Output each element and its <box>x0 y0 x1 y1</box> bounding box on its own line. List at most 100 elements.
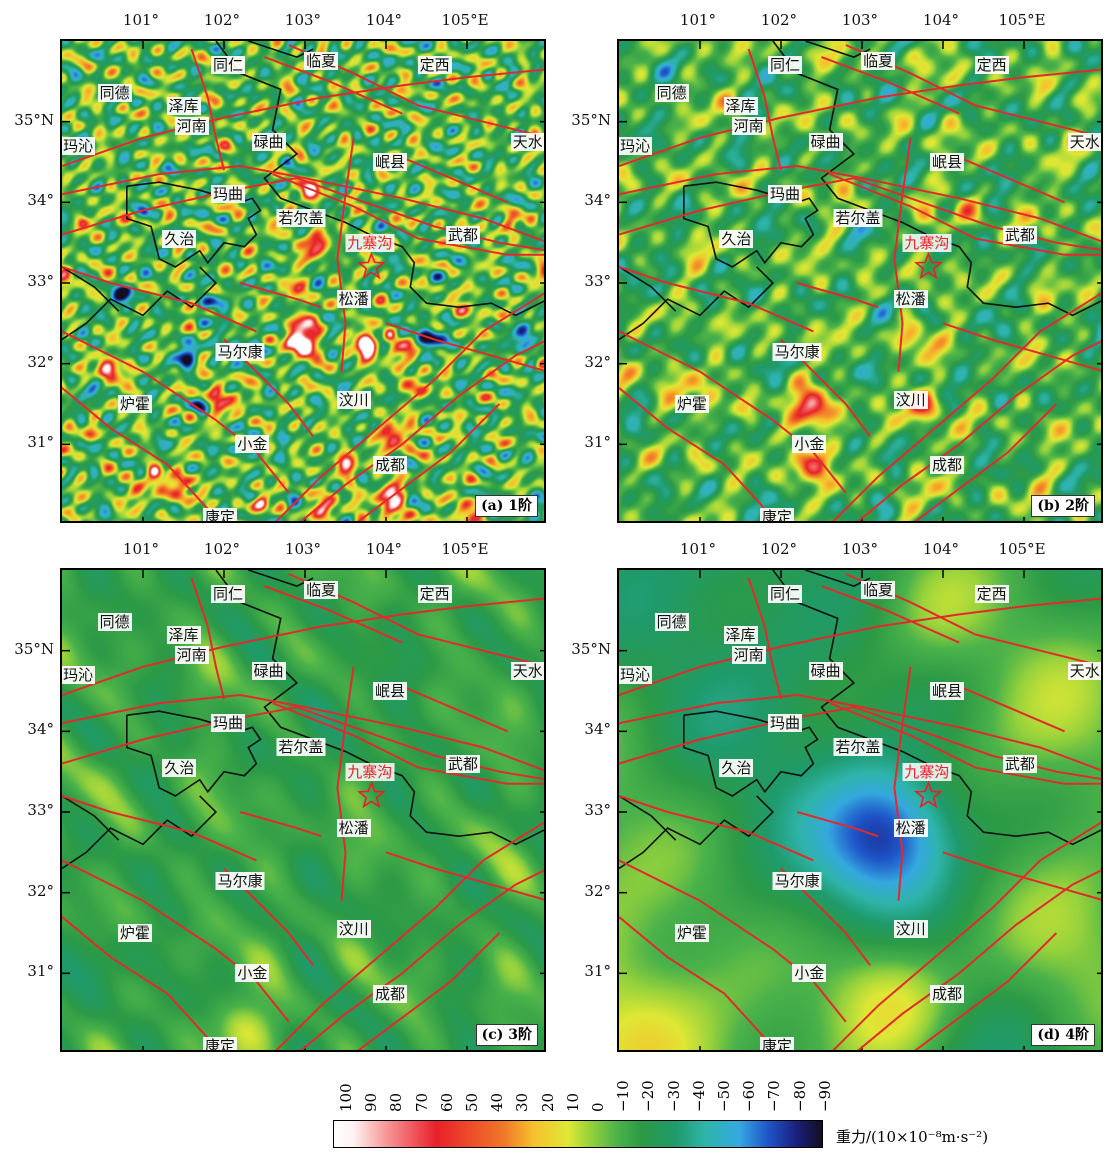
fault-line <box>914 932 1058 1050</box>
fault-line <box>62 597 544 696</box>
lon-label: 102° <box>203 11 241 29</box>
province-boundary <box>248 570 314 587</box>
city-label-linxia: 临夏 <box>861 581 896 600</box>
fault-line <box>393 152 508 204</box>
city-label-dingxi: 定西 <box>417 56 452 75</box>
fault-line <box>62 330 290 494</box>
fault-line <box>914 403 1058 521</box>
map-frame: 同德 泽库 河南 同仁 临夏 定西 玛沁 碌曲 岷县 天水 玛曲 若尔盖 武都 九寨沟 久治 松潘 马尔康 炉霍 汶… <box>60 39 546 523</box>
lat-label: 31° <box>584 962 611 981</box>
fault-line <box>821 56 960 115</box>
city-label-henan: 河南 <box>731 116 766 135</box>
city-label-linxia: 临夏 <box>304 581 339 600</box>
epicenter-star-icon <box>913 780 943 809</box>
city-label-kangding: 康定 <box>759 507 794 521</box>
city-label-songpan: 松潘 <box>893 290 928 309</box>
city-label-wenchuan: 汶川 <box>336 919 371 938</box>
fault-line <box>385 322 544 372</box>
fault-line <box>385 851 544 901</box>
colorbar-tick-label: 10 <box>563 1092 582 1112</box>
fault-line <box>619 164 1101 243</box>
map-overlay <box>619 41 1101 521</box>
city-label-wudu: 武都 <box>445 225 480 244</box>
lat-label: 35°N <box>571 639 611 658</box>
lat-label: 33° <box>27 801 54 819</box>
city-label-tongren: 同仁 <box>211 585 246 604</box>
province-boundary <box>619 795 677 841</box>
map-frame: 同德 泽库 河南 同仁 临夏 定西 玛沁 碌曲 岷县 天水 玛曲 若尔盖 武都 九寨沟 久治 松潘 马尔康 炉霍 汶… <box>617 568 1103 1052</box>
fault-line <box>829 173 1101 256</box>
city-label-henan: 河南 <box>174 645 209 664</box>
city-label-linxia: 临夏 <box>304 52 339 71</box>
city-label-xiaojin: 小金 <box>792 435 827 454</box>
city-label-maqu: 玛曲 <box>768 714 803 733</box>
fault-line <box>336 137 355 372</box>
lat-label: 35°N <box>14 639 54 658</box>
lat-label: 34° <box>27 191 54 210</box>
province-boundary <box>772 570 1101 846</box>
city-label-maqin: 玛沁 <box>62 665 96 684</box>
city-label-henan: 河南 <box>731 645 766 664</box>
city-label-dingxi: 定西 <box>974 56 1009 75</box>
colorbar-tick-label: 100 <box>337 1083 355 1112</box>
city-label-tongren: 同仁 <box>768 585 803 604</box>
lat-label: 34° <box>584 720 611 739</box>
lon-label: 105°E <box>998 540 1046 558</box>
province-boundary <box>248 41 314 58</box>
lat-label: 35°N <box>14 110 54 129</box>
lon-label: 104° <box>922 11 960 29</box>
province-boundary <box>619 266 677 312</box>
fault-line <box>619 706 1101 781</box>
city-label-tongren: 同仁 <box>211 56 246 75</box>
fault-line <box>62 164 544 243</box>
city-label-zeku: 泽库 <box>166 96 201 115</box>
lat-label: 32° <box>584 881 611 900</box>
city-label-songpan: 松潘 <box>336 290 371 309</box>
city-label-maqu: 玛曲 <box>211 714 246 733</box>
city-label-maqin: 玛沁 <box>62 136 96 155</box>
colorbar-tick-label: −10 <box>614 1080 633 1112</box>
fault-line <box>832 821 1101 1050</box>
city-label-wudu: 武都 <box>1002 754 1037 773</box>
lat-label: 31° <box>27 433 54 452</box>
city-label-minxian: 岷县 <box>373 682 408 700</box>
fault-line <box>62 794 257 862</box>
gravity-field <box>619 570 1101 1050</box>
fault-line <box>275 821 544 1050</box>
colorbar-tick-label: −50 <box>715 1080 733 1112</box>
fault-line <box>619 68 1101 167</box>
map-overlay <box>62 41 544 521</box>
fault-line <box>619 794 814 862</box>
colorbar-tick-label: 60 <box>437 1092 456 1112</box>
fault-line <box>796 282 879 309</box>
province-boundary <box>62 266 120 312</box>
map-frame: 同德 泽库 河南 同仁 临夏 定西 玛沁 碌曲 岷县 天水 玛曲 若尔盖 武都 九寨沟 久治 松潘 马尔康 炉霍 汶… <box>617 39 1103 523</box>
colorbar-tick-label: 90 <box>362 1092 381 1112</box>
city-label-jiuzhaigou: 九寨沟 <box>345 762 395 781</box>
fault-line <box>239 282 322 309</box>
map-overlay <box>62 570 544 1050</box>
fault-line <box>272 702 544 785</box>
lon-label: 105°E <box>441 540 489 558</box>
panel-tag: (b) 2阶 <box>1031 495 1095 517</box>
fault-line <box>950 152 1065 204</box>
city-label-tianshui: 天水 <box>1067 132 1101 151</box>
city-label-tianshui: 天水 <box>510 132 544 151</box>
city-label-xiaojin: 小金 <box>235 435 270 454</box>
lon-label: 105°E <box>998 11 1046 29</box>
gravity-field <box>62 570 544 1050</box>
fault-line <box>62 693 544 772</box>
city-label-jiuzhaigou: 九寨沟 <box>902 762 952 781</box>
province-boundary <box>772 41 1101 317</box>
fault-line <box>832 292 1101 521</box>
city-label-tongde: 同德 <box>654 84 689 103</box>
panel-tag: (c) 3阶 <box>475 1024 538 1046</box>
fault-line <box>190 577 225 700</box>
lon-label: 103° <box>284 540 322 558</box>
city-label-luhuo: 炉霍 <box>674 924 709 942</box>
colorbar-tick-label: 70 <box>412 1092 431 1112</box>
city-label-luqu: 碌曲 <box>251 661 286 680</box>
lon-label: 104° <box>365 540 403 558</box>
city-label-tongde: 同德 <box>97 613 132 632</box>
colorbar-tick-label: −80 <box>790 1080 809 1112</box>
